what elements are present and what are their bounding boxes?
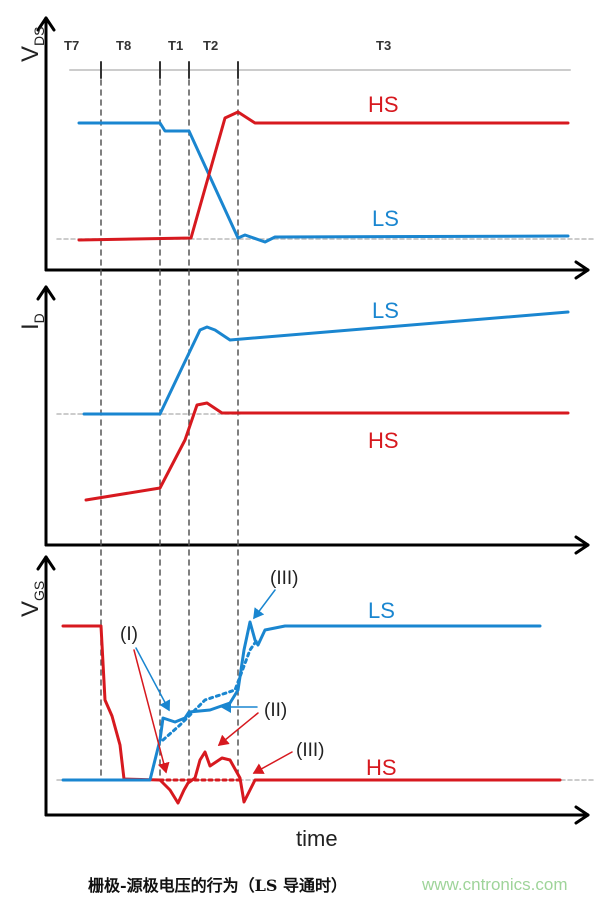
id-axis-label: ID [17, 313, 47, 330]
annotation-i: (I) [120, 624, 138, 645]
vgs-ls-label: LS [368, 598, 395, 623]
arrow-ii-red [217, 712, 259, 746]
vds-axis-label: VDS [17, 27, 47, 62]
vgs-hs-label: HS [366, 755, 397, 780]
vds-hs-trace [77, 110, 570, 242]
phase-boundaries [100, 79, 239, 781]
arrow-iii-top-blue [253, 589, 276, 620]
phase-label-t2: T2 [203, 38, 218, 53]
id-ls-label: LS [372, 298, 399, 323]
annotation-ii: (II) [264, 700, 287, 721]
phase-label-t1: T1 [168, 38, 183, 53]
id-axes [36, 285, 590, 555]
vds-ls-trace [77, 121, 570, 244]
annotation-iii-bottom: (III) [296, 740, 325, 761]
watermark: www.cntronics.com [422, 875, 568, 894]
phase-label-t8: T8 [116, 38, 131, 53]
vgs-axes [36, 555, 590, 825]
phase-label-t3: T3 [376, 38, 391, 53]
vds-ls-label: LS [372, 206, 399, 231]
id-ls-trace [82, 310, 570, 416]
arrow-i-red [133, 649, 170, 774]
arrow-iii-bottom-red [252, 751, 293, 774]
annotation-iii-top: (III) [270, 568, 299, 589]
phase-ticks [100, 61, 239, 79]
vgs-axis-label: VGS [17, 581, 47, 617]
vds-axes [36, 16, 590, 280]
phase-label-t7: T7 [64, 38, 79, 53]
zero-baselines [56, 238, 596, 781]
figure-caption: 栅极-源极电压的行为（LS 导通时） [88, 876, 348, 895]
id-hs-trace [84, 401, 570, 502]
id-hs-label: HS [368, 428, 399, 453]
vgs-ls-dotted-trace [161, 638, 259, 742]
arrow-i-blue [135, 647, 171, 712]
x-axis-label: time [296, 826, 338, 851]
vgs-hs-trace [61, 624, 562, 805]
vds-hs-label: HS [368, 92, 399, 117]
